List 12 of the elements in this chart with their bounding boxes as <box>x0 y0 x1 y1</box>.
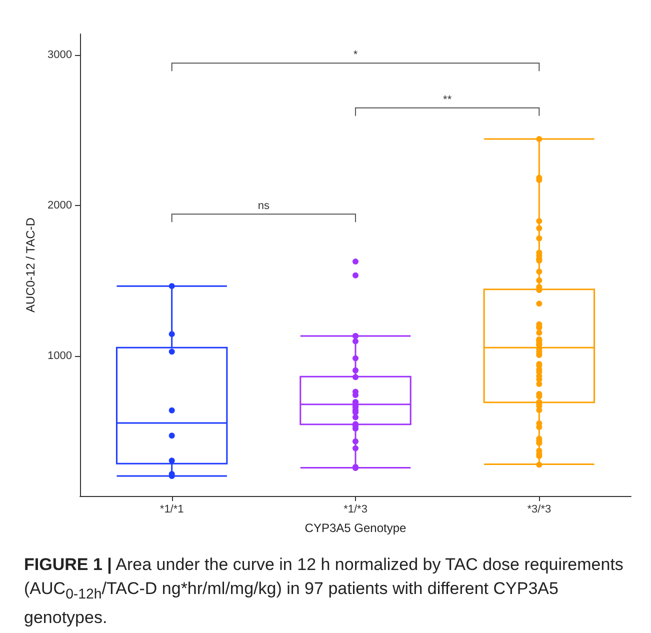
x-axis-title: CYP3A5 Genotype <box>304 521 407 535</box>
x-tick-label: *1/*3 <box>344 504 368 516</box>
text: FIGURE 1 | Area under the curve in 12 h normalized by TAC dose requirements (AUC$_{0-12h}$/TAC-D ng*hr/ml/mg/kg) in 97 patients with different CYP3A5 genotypes. <box>24 555 624 628</box>
x-tick-label: *3/*3 <box>527 504 552 516</box>
annotation: ** <box>443 94 452 106</box>
y-tick-label: 3000 <box>48 49 72 62</box>
annotation: ns <box>258 200 270 212</box>
annotation: * <box>353 49 358 62</box>
x-tick-label: *1/*1 <box>160 504 184 516</box>
y-axis-title: AUC0-12 / TAC-D <box>24 217 38 312</box>
y-tick-label: 2000 <box>48 200 72 212</box>
y-tick-label: 1000 <box>48 350 72 362</box>
